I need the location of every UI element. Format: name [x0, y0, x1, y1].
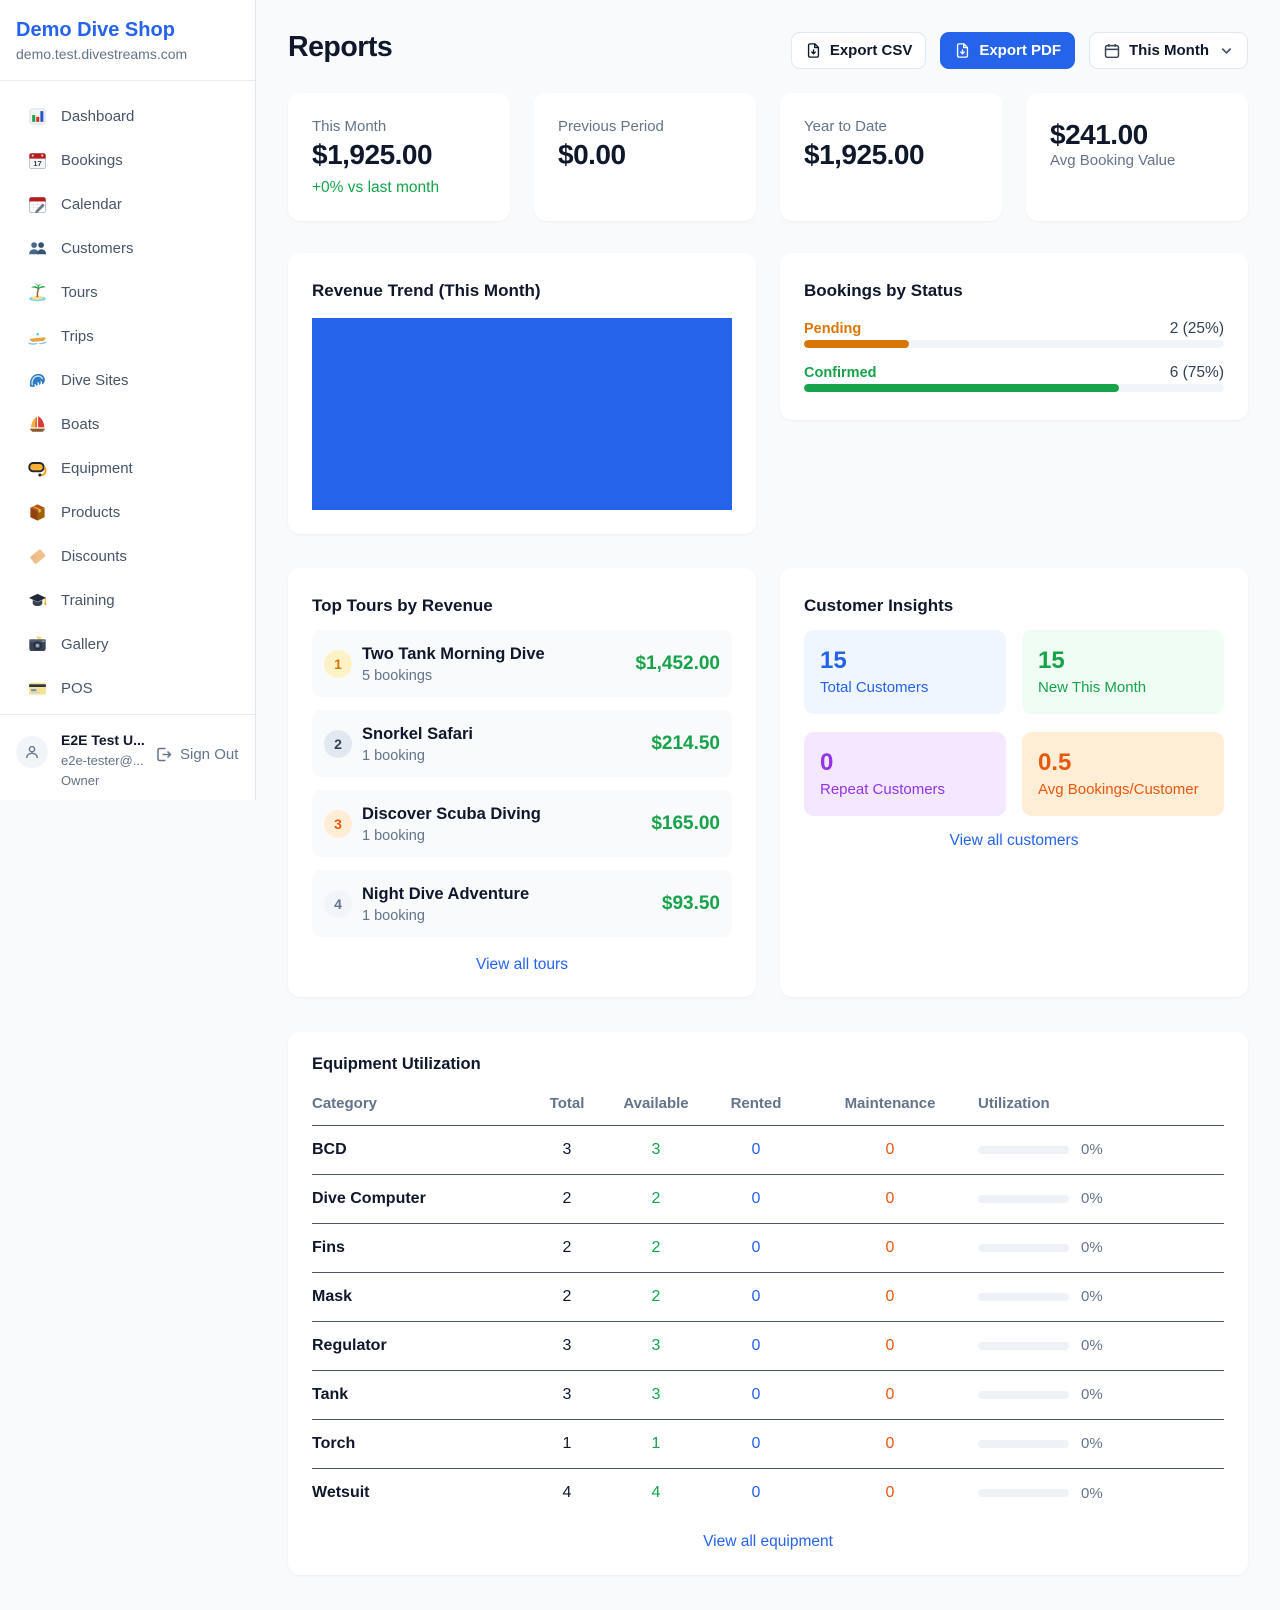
svg-text:17: 17	[33, 159, 41, 168]
